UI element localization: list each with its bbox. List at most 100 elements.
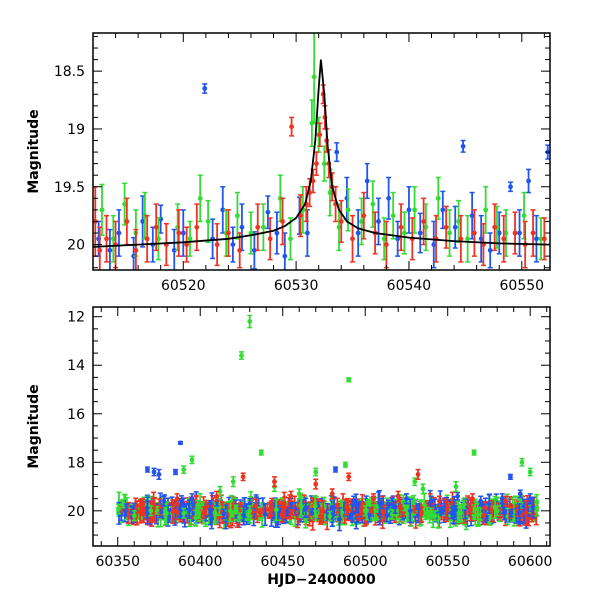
data-point-group: [458, 214, 464, 263]
data-point: [412, 507, 417, 512]
data-point: [304, 230, 310, 236]
data-point-group: [230, 226, 236, 263]
data-point-group: [267, 217, 273, 261]
data-point-group: [361, 191, 367, 240]
data-point: [468, 506, 473, 512]
data-point-group: [265, 195, 271, 230]
data-point-group: [483, 186, 489, 234]
band-point: [229, 510, 235, 518]
data-point: [121, 501, 126, 507]
x-tick-label: 60520: [161, 278, 206, 294]
band-point: [236, 512, 242, 523]
data-point-group: [381, 217, 387, 261]
data-point: [336, 224, 342, 230]
data-point: [282, 253, 288, 259]
x-tick-label: 60540: [387, 278, 432, 294]
data-point: [255, 224, 261, 230]
data-point: [317, 513, 323, 519]
data-point: [538, 236, 544, 242]
model-curve: [93, 59, 550, 248]
data-point: [186, 507, 192, 513]
data-point-group: [370, 180, 376, 228]
data-point-group: [251, 231, 257, 270]
data-point: [370, 201, 376, 207]
band-point: [267, 501, 273, 518]
data-point-group: [313, 151, 319, 176]
data-point: [384, 512, 390, 518]
data-point: [194, 224, 200, 230]
data-point: [338, 219, 344, 224]
data-point-group: [423, 203, 429, 252]
data-point: [260, 224, 266, 230]
top-plot-frame: [92, 32, 551, 271]
data-point: [97, 247, 103, 253]
data-point: [496, 230, 502, 236]
data-point-group: [289, 116, 295, 137]
data-point: [475, 512, 481, 517]
data-point-group: [390, 191, 396, 240]
data-point: [321, 161, 327, 167]
data-point: [517, 230, 522, 236]
data-point-group: [202, 83, 208, 94]
y-tick-label: 19: [67, 122, 85, 138]
data-point-group: [317, 122, 323, 148]
data-point: [237, 247, 243, 253]
data-point-group: [171, 228, 177, 270]
data-point-group: [359, 197, 365, 246]
data-point: [221, 511, 227, 517]
data-point: [530, 230, 536, 236]
data-point: [122, 201, 127, 207]
data-point: [140, 219, 146, 224]
data-point: [205, 219, 211, 224]
data-point-group: [144, 214, 150, 263]
data-point-group: [406, 186, 412, 234]
data-point: [421, 219, 427, 224]
data-point: [267, 236, 273, 242]
data-point: [390, 213, 396, 219]
data-point: [213, 512, 218, 517]
band-point: [221, 508, 227, 520]
data-point-group: [104, 214, 110, 263]
data-point-group: [530, 209, 536, 257]
x-tick-label: 60550: [500, 278, 545, 294]
data-point: [312, 503, 318, 509]
data-point: [361, 213, 367, 219]
data-point-group: [194, 203, 200, 252]
data-point: [253, 503, 259, 509]
band-point: [241, 505, 247, 526]
data-point-group: [398, 203, 404, 252]
bottom-plot-marks: [116, 314, 540, 532]
data-point-group: [234, 191, 240, 240]
band-point: [343, 498, 349, 516]
data-point-group: [237, 232, 243, 269]
data-point: [364, 178, 370, 184]
data-point: [197, 195, 203, 201]
data-point: [124, 219, 130, 224]
data-point: [241, 512, 247, 518]
data-point: [402, 230, 407, 236]
data-point-group: [512, 211, 518, 255]
data-point: [395, 236, 401, 242]
y-tick-label: 18.5: [54, 64, 85, 80]
data-point-group: [214, 223, 220, 267]
band-point: [327, 510, 333, 522]
data-point-group: [350, 214, 356, 263]
data-point-group: [225, 209, 231, 257]
data-point-group: [280, 197, 286, 246]
data-point: [471, 230, 477, 236]
data-point-group: [153, 203, 159, 252]
data-point: [516, 510, 522, 516]
data-point: [472, 506, 478, 512]
data-point: [344, 504, 349, 510]
data-point: [418, 511, 424, 517]
data-point: [99, 207, 105, 213]
data-point: [187, 236, 193, 242]
data-point-group: [180, 209, 186, 257]
data-point-group: [97, 226, 103, 270]
data-point: [412, 207, 417, 213]
data-point-group: [287, 217, 293, 261]
data-point: [534, 236, 539, 242]
data-point: [180, 230, 186, 236]
data-point: [381, 510, 386, 516]
